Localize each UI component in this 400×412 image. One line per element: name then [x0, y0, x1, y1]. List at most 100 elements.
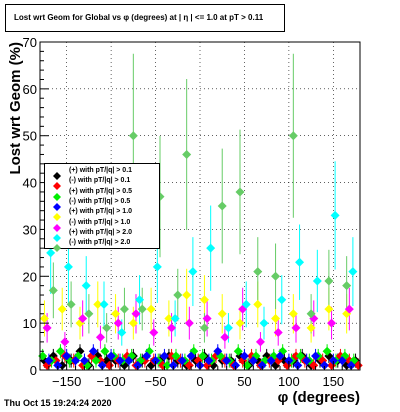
legend-label: (+) with pT/|q| > 2.0: [69, 228, 133, 236]
data-point: [319, 360, 329, 370]
data-point: [324, 276, 334, 286]
legend-entry: (+) with pT/|q| > 0.5: [45, 187, 159, 201]
data-point: [182, 149, 192, 159]
data-point: [171, 351, 181, 361]
data-point: [131, 309, 141, 319]
data-point: [184, 318, 194, 328]
data-point: [170, 313, 180, 323]
data-point: [222, 356, 232, 366]
legend-label: (+) with pT/|q| > 0.1: [69, 167, 133, 174]
data-point: [115, 356, 125, 366]
timestamp: Thu Oct 15 19:24:24 2020: [4, 398, 112, 408]
data-point: [117, 328, 127, 338]
data-point: [100, 346, 110, 356]
data-point: [217, 309, 227, 319]
data-point: [84, 309, 94, 319]
data-point: [306, 309, 316, 319]
data-point: [342, 281, 352, 291]
data-point: [152, 262, 162, 272]
data-point: [248, 356, 258, 366]
data-point: [327, 318, 337, 328]
chart-title: Lost wrt Geom for Global vs φ (degrees) …: [14, 13, 264, 22]
data-point: [111, 309, 121, 319]
legend-label: (-) with pT/|q| > 1.0: [69, 218, 131, 226]
legend-marker: [53, 167, 61, 180]
data-point: [277, 295, 287, 305]
data-point: [311, 351, 321, 361]
data-point: [168, 360, 178, 370]
data-point: [62, 351, 72, 361]
data-point: [142, 351, 152, 361]
data-point: [48, 285, 58, 295]
legend-label: (+) with pT/|q| > 0.5: [69, 187, 133, 195]
data-point: [206, 243, 216, 253]
data-point: [99, 299, 109, 309]
data-point: [324, 304, 334, 314]
data-point: [128, 131, 138, 141]
data-point: [88, 346, 98, 356]
data-point: [253, 299, 263, 309]
data-point: [223, 323, 233, 333]
legend-marker: [53, 188, 61, 201]
data-point: [66, 299, 76, 309]
data-point: [204, 356, 214, 366]
data-point: [273, 328, 283, 338]
data-point: [106, 351, 116, 361]
x-axis-title: φ (degrees): [278, 389, 360, 406]
legend-entry: (+) with pT/|q| > 2.0: [45, 228, 159, 242]
data-point: [188, 267, 198, 277]
data-point: [119, 304, 129, 314]
data-point: [295, 351, 305, 361]
legend-entry: (+) with pT/|q| > 1.0: [45, 207, 159, 222]
data-point: [346, 360, 356, 370]
data-point: [149, 328, 159, 338]
data-point: [186, 351, 196, 361]
data-point: [124, 356, 134, 366]
data-point: [182, 290, 192, 300]
data-point: [271, 271, 281, 281]
data-point: [128, 318, 138, 328]
y-tick-label: 0: [30, 363, 37, 378]
data-point: [322, 346, 332, 356]
data-point: [97, 360, 107, 370]
data-point: [295, 257, 305, 267]
data-point: [102, 323, 112, 333]
legend-marker: [53, 198, 61, 211]
legend-entry: (-) with pT/|q| > 1.0: [45, 218, 159, 232]
data-point: [113, 318, 123, 328]
data-point: [253, 267, 263, 277]
data-point: [95, 332, 105, 342]
data-point: [202, 313, 212, 323]
y-tick-label: 10: [23, 316, 37, 331]
legend-entry: (-) with pT/|q| > 0.5: [45, 197, 159, 211]
legend-marker: [53, 208, 61, 222]
data-point: [159, 351, 169, 361]
data-point: [348, 267, 358, 277]
chart-title-box: Lost wrt Geom for Global vs φ (degrees) …: [5, 4, 285, 32]
data-point: [91, 356, 101, 366]
data-point: [44, 356, 54, 366]
data-point: [78, 313, 88, 323]
y-tick-label: 70: [23, 35, 37, 50]
data-point: [60, 337, 70, 347]
data-point: [293, 360, 303, 370]
legend-marker: [53, 239, 61, 253]
data-point: [288, 131, 298, 141]
x-tick-labels: −150 −100 −50 0 50 100 150: [52, 374, 344, 389]
data-point: [241, 299, 251, 309]
data-point: [302, 356, 312, 366]
data-points: [38, 131, 363, 370]
legend-marker: [53, 177, 61, 191]
data-point: [198, 351, 208, 361]
x-tick-label: −100: [96, 374, 125, 389]
y-tick-label: 60: [23, 82, 37, 97]
data-point: [330, 210, 340, 220]
data-point: [337, 356, 347, 366]
data-point: [233, 346, 243, 356]
data-point: [173, 290, 183, 300]
data-point: [271, 313, 281, 323]
data-point: [81, 281, 91, 291]
data-point: [167, 323, 177, 333]
data-point: [55, 346, 65, 356]
data-point: [93, 299, 103, 309]
